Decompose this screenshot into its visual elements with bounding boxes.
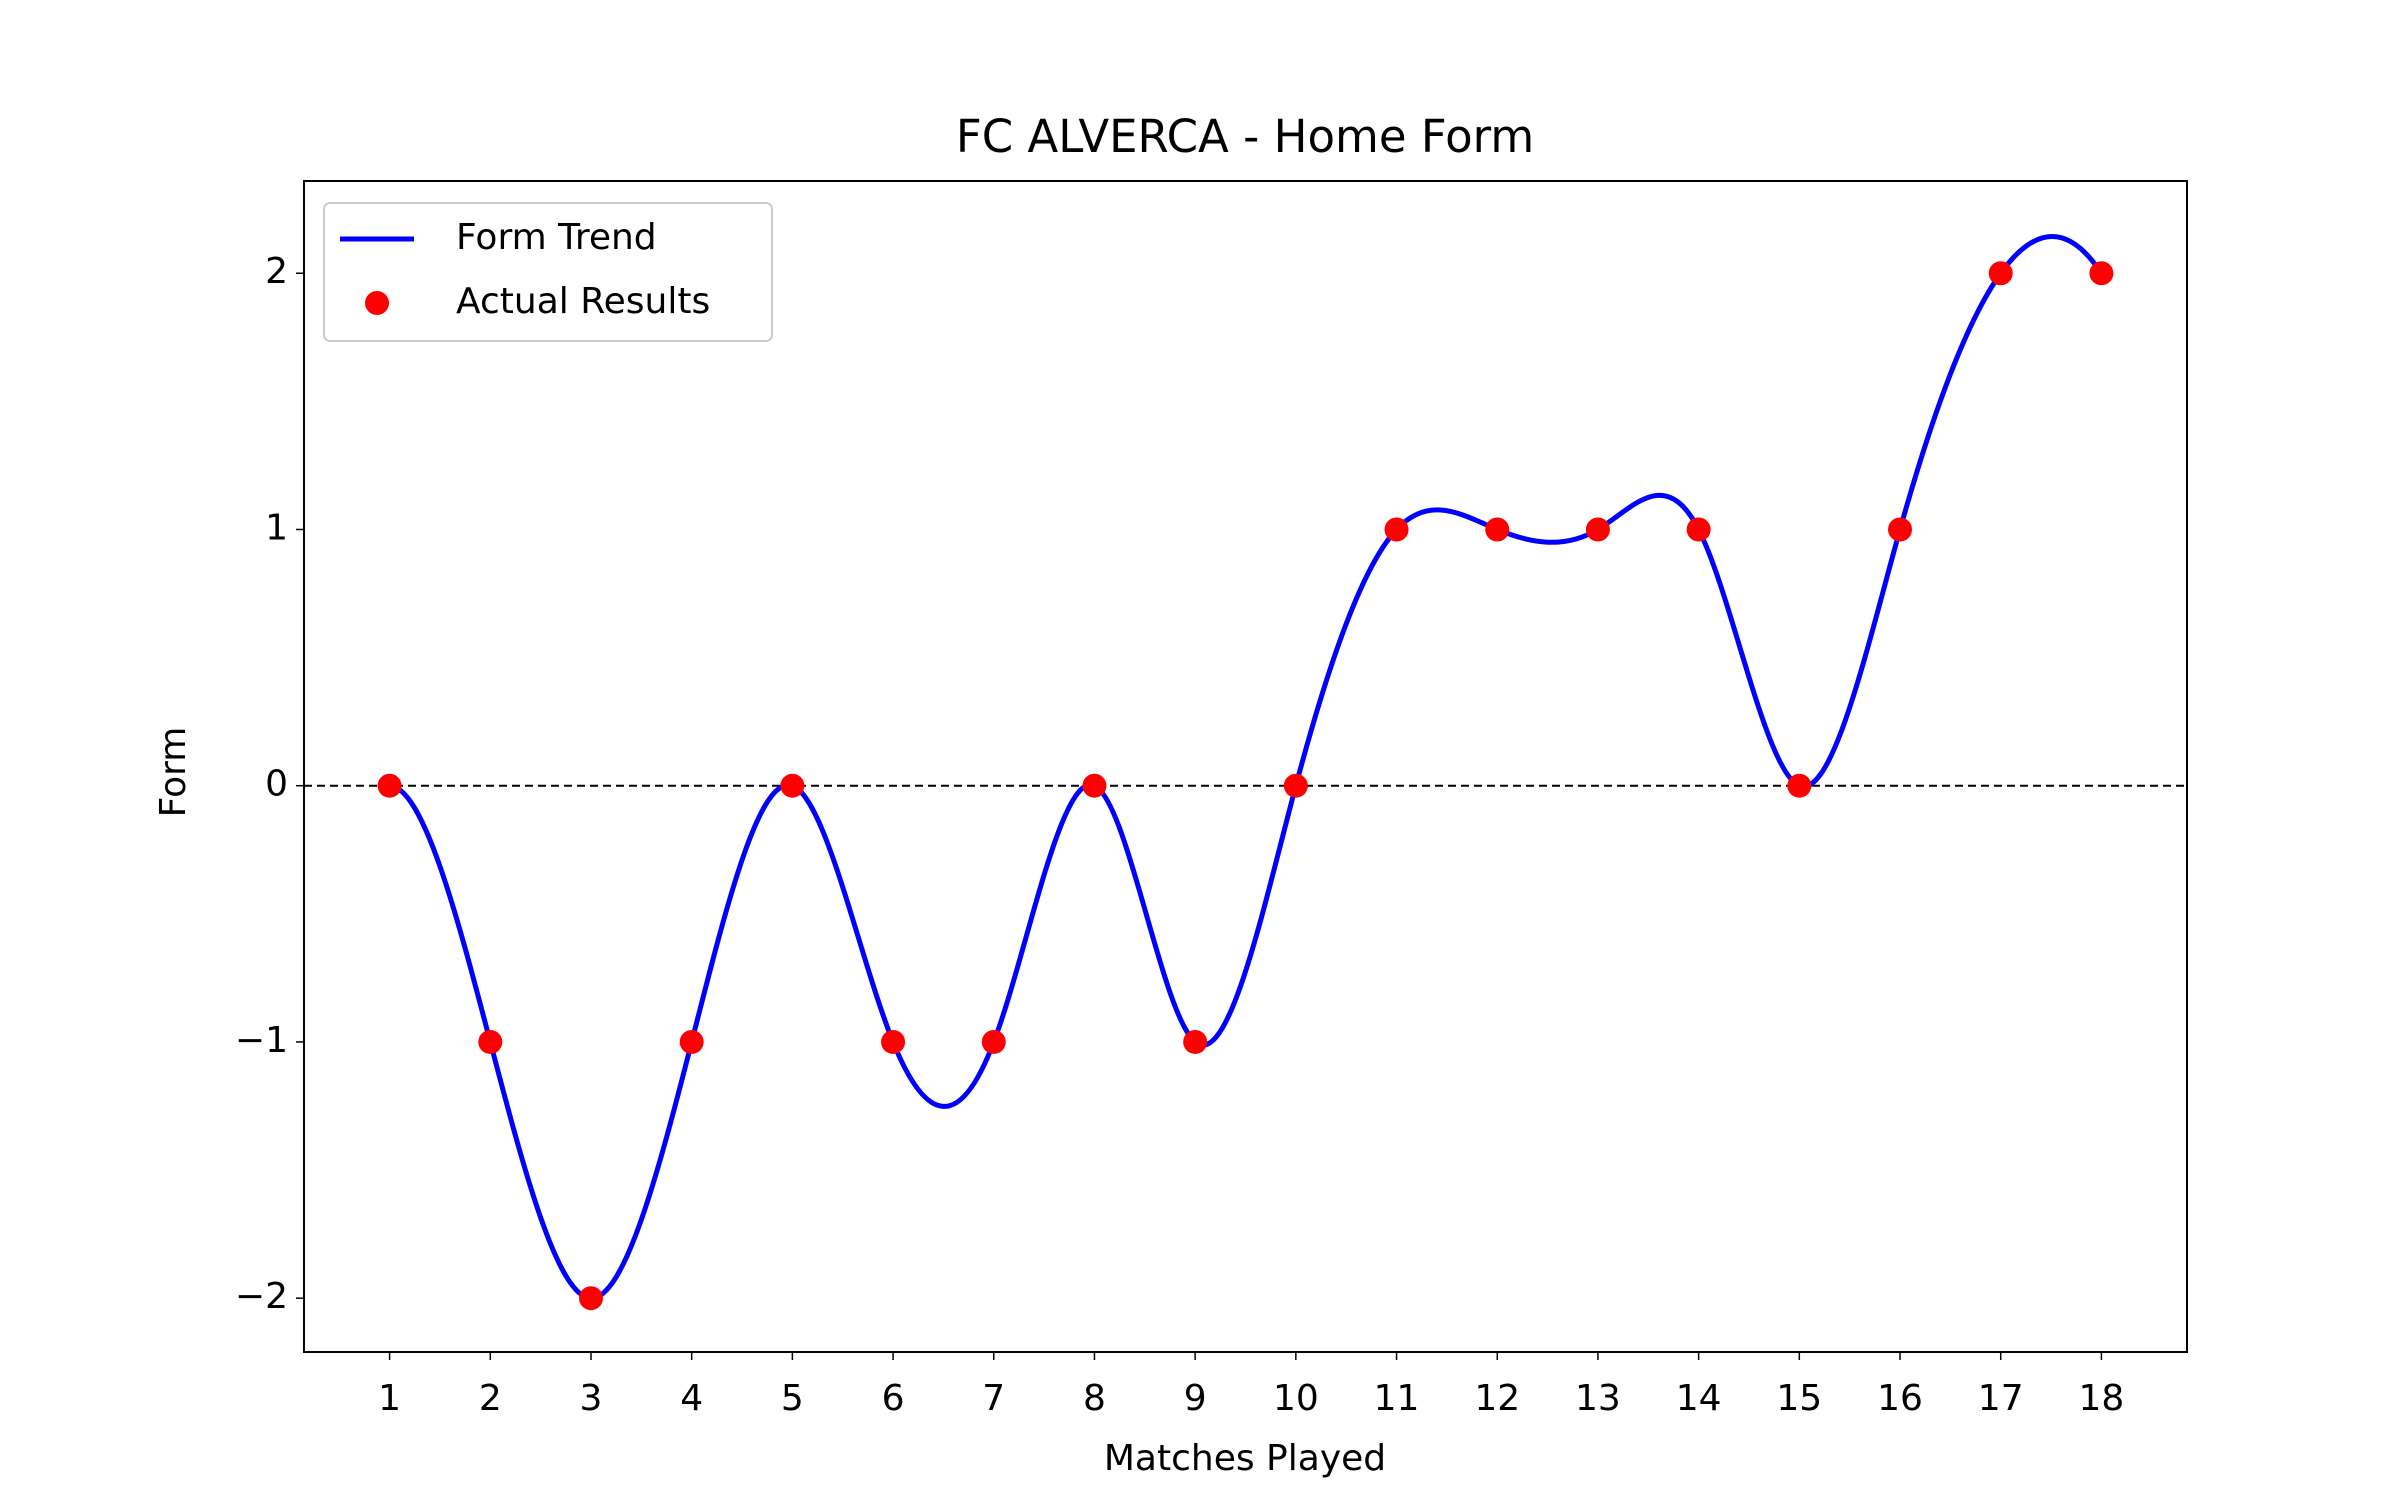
legend-box (323, 202, 773, 342)
point (1988, 261, 2013, 286)
point (1183, 1029, 1208, 1054)
x-tick-label: 3 (580, 1378, 603, 1419)
point (478, 1029, 503, 1054)
point (1485, 517, 1510, 542)
y-axis-label: Form (153, 727, 194, 818)
legend-marker (365, 291, 389, 315)
x-tick-label: 13 (1575, 1378, 1621, 1419)
x-tick-label: 7 (982, 1378, 1005, 1419)
point (1686, 517, 1711, 542)
x-tick-label: 4 (680, 1378, 703, 1419)
y-tick-label: −2 (235, 1276, 288, 1317)
point (1283, 773, 1308, 798)
x-tick-label: 14 (1676, 1378, 1722, 1419)
plot-frame (303, 180, 2188, 1353)
x-tick-label: 15 (1776, 1378, 1822, 1419)
point (1384, 517, 1409, 542)
x-axis-label: Matches Played (1104, 1438, 1386, 1479)
x-tick-label: 18 (2079, 1378, 2125, 1419)
x-tick-label: 5 (781, 1378, 804, 1419)
x-tick-label: 10 (1273, 1378, 1319, 1419)
point (2089, 261, 2114, 286)
x-tick-label: 11 (1374, 1378, 1420, 1419)
point (1888, 517, 1913, 542)
point (377, 773, 402, 798)
x-tick-label: 16 (1877, 1378, 1923, 1419)
x-tick-label: 9 (1184, 1378, 1207, 1419)
legend-label: Actual Results (456, 281, 710, 322)
x-tick-label: 2 (479, 1378, 502, 1419)
point (1082, 773, 1107, 798)
point (881, 1029, 906, 1054)
point (578, 1286, 603, 1311)
y-tick-label: 2 (265, 251, 288, 292)
legend-label: Form Trend (456, 217, 657, 258)
y-tick-label: −1 (235, 1020, 288, 1061)
legend: Form Trend Actual Results (323, 202, 773, 342)
chart-title: FC ALVERCA - Home Form (956, 110, 1534, 163)
x-tick-label: 8 (1083, 1378, 1106, 1419)
point (780, 773, 805, 798)
y-tick-label: 1 (265, 507, 288, 548)
x-tick-label: 6 (882, 1378, 905, 1419)
point (679, 1029, 704, 1054)
x-tick-label: 1 (378, 1378, 401, 1419)
point (981, 1029, 1006, 1054)
y-tick-label: 0 (265, 764, 288, 805)
x-tick-label: 12 (1474, 1378, 1520, 1419)
point (1787, 773, 1812, 798)
point (1585, 517, 1610, 542)
x-tick-label: 17 (1978, 1378, 2024, 1419)
